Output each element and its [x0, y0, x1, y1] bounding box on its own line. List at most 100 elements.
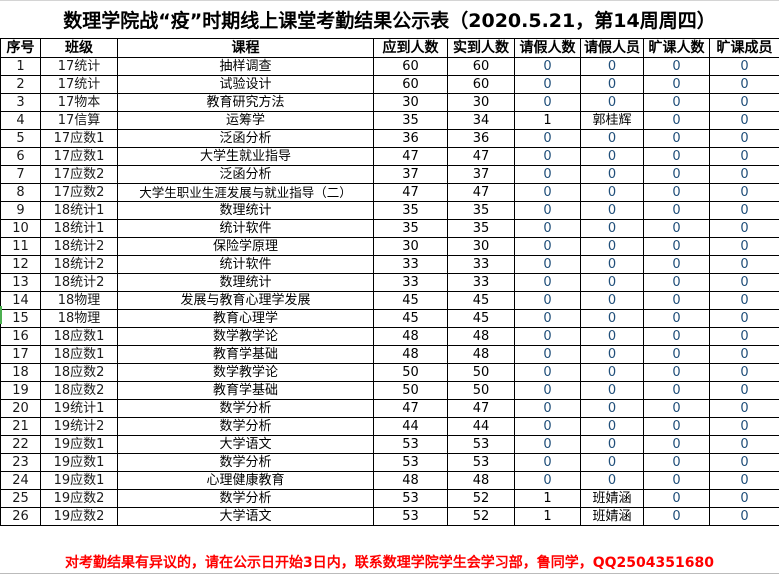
cell-absent-names[interactable]: 0: [710, 58, 779, 76]
cell-class[interactable]: 19应数1: [41, 472, 118, 490]
cell-absent-names[interactable]: 0: [710, 436, 779, 454]
cell-leave-count[interactable]: 0: [515, 472, 581, 490]
column-header-expected[interactable]: 应到人数: [374, 39, 448, 58]
cell-absent-names[interactable]: 0: [710, 148, 779, 166]
cell-course[interactable]: 抽样调查: [118, 58, 374, 76]
cell-present[interactable]: 60: [448, 58, 515, 76]
cell-leave-count[interactable]: 0: [515, 346, 581, 364]
cell-course[interactable]: 数学分析: [118, 490, 374, 508]
cell-absent-count[interactable]: 0: [644, 220, 710, 238]
cell-seq[interactable]: 2: [1, 76, 41, 94]
cell-present[interactable]: 44: [448, 418, 515, 436]
cell-leave-names[interactable]: 班婧涵: [581, 490, 644, 508]
cell-course[interactable]: 教育研究方法: [118, 94, 374, 112]
cell-expected[interactable]: 37: [374, 166, 448, 184]
cell-class[interactable]: 19应数2: [41, 490, 118, 508]
cell-seq[interactable]: 20: [1, 400, 41, 418]
cell-leave-names[interactable]: 0: [581, 94, 644, 112]
cell-present[interactable]: 48: [448, 346, 515, 364]
cell-absent-names[interactable]: 0: [710, 400, 779, 418]
cell-absent-names[interactable]: 0: [710, 472, 779, 490]
cell-course[interactable]: 数学教学论: [118, 364, 374, 382]
cell-class[interactable]: 18应数2: [41, 364, 118, 382]
cell-course[interactable]: 心理健康教育: [118, 472, 374, 490]
cell-present[interactable]: 50: [448, 364, 515, 382]
cell-seq[interactable]: 1: [1, 58, 41, 76]
cell-leave-names[interactable]: 0: [581, 130, 644, 148]
cell-absent-names[interactable]: 0: [710, 274, 779, 292]
cell-leave-names[interactable]: 0: [581, 436, 644, 454]
cell-present[interactable]: 47: [448, 148, 515, 166]
cell-class[interactable]: 18统计1: [41, 220, 118, 238]
cell-expected[interactable]: 48: [374, 328, 448, 346]
cell-course[interactable]: 试验设计: [118, 76, 374, 94]
cell-expected[interactable]: 53: [374, 508, 448, 526]
cell-class[interactable]: 18统计2: [41, 256, 118, 274]
cell-seq[interactable]: 22: [1, 436, 41, 454]
cell-absent-count[interactable]: 0: [644, 508, 710, 526]
cell-expected[interactable]: 30: [374, 238, 448, 256]
cell-class[interactable]: 17应数2: [41, 166, 118, 184]
cell-absent-count[interactable]: 0: [644, 184, 710, 202]
cell-seq[interactable]: 17: [1, 346, 41, 364]
cell-absent-count[interactable]: 0: [644, 490, 710, 508]
cell-expected[interactable]: 47: [374, 184, 448, 202]
cell-class[interactable]: 18统计1: [41, 202, 118, 220]
cell-leave-names[interactable]: 0: [581, 472, 644, 490]
cell-seq[interactable]: 16: [1, 328, 41, 346]
cell-leave-count[interactable]: 0: [515, 364, 581, 382]
cell-class[interactable]: 19统计1: [41, 400, 118, 418]
cell-absent-count[interactable]: 0: [644, 94, 710, 112]
cell-expected[interactable]: 60: [374, 76, 448, 94]
cell-leave-names[interactable]: 0: [581, 346, 644, 364]
cell-present[interactable]: 35: [448, 202, 515, 220]
cell-course[interactable]: 数学分析: [118, 418, 374, 436]
cell-absent-count[interactable]: 0: [644, 130, 710, 148]
cell-class[interactable]: 17应数2: [41, 184, 118, 202]
cell-class[interactable]: 18统计2: [41, 274, 118, 292]
cell-absent-count[interactable]: 0: [644, 328, 710, 346]
cell-seq[interactable]: 6: [1, 148, 41, 166]
cell-leave-names[interactable]: 0: [581, 166, 644, 184]
cell-leave-names[interactable]: 0: [581, 400, 644, 418]
cell-present[interactable]: 53: [448, 436, 515, 454]
cell-absent-names[interactable]: 0: [710, 76, 779, 94]
cell-course[interactable]: 大学生职业生涯发展与就业指导（二）: [118, 184, 374, 202]
cell-expected[interactable]: 44: [374, 418, 448, 436]
cell-course[interactable]: 大学生就业指导: [118, 148, 374, 166]
cell-course[interactable]: 大学语文: [118, 436, 374, 454]
cell-expected[interactable]: 35: [374, 202, 448, 220]
cell-present[interactable]: 48: [448, 472, 515, 490]
cell-seq[interactable]: 24: [1, 472, 41, 490]
cell-leave-names[interactable]: 0: [581, 310, 644, 328]
column-header-course[interactable]: 课程: [118, 39, 374, 58]
cell-class[interactable]: 17应数1: [41, 130, 118, 148]
cell-expected[interactable]: 33: [374, 256, 448, 274]
cell-course[interactable]: 统计软件: [118, 256, 374, 274]
cell-absent-count[interactable]: 0: [644, 76, 710, 94]
cell-leave-names[interactable]: 0: [581, 256, 644, 274]
cell-expected[interactable]: 30: [374, 94, 448, 112]
cell-seq[interactable]: 8: [1, 184, 41, 202]
cell-leave-names[interactable]: 0: [581, 202, 644, 220]
cell-absent-count[interactable]: 0: [644, 274, 710, 292]
cell-course[interactable]: 教育学基础: [118, 382, 374, 400]
cell-leave-count[interactable]: 0: [515, 436, 581, 454]
cell-course[interactable]: 数理统计: [118, 202, 374, 220]
cell-class[interactable]: 17统计: [41, 76, 118, 94]
cell-course[interactable]: 大学语文: [118, 508, 374, 526]
cell-absent-count[interactable]: 0: [644, 112, 710, 130]
column-header-absent-names[interactable]: 旷课成员: [710, 39, 779, 58]
cell-course[interactable]: 教育学基础: [118, 346, 374, 364]
cell-absent-names[interactable]: 0: [710, 418, 779, 436]
cell-leave-names[interactable]: 郭桂辉: [581, 112, 644, 130]
cell-leave-names[interactable]: 0: [581, 58, 644, 76]
cell-present[interactable]: 37: [448, 166, 515, 184]
cell-leave-count[interactable]: 1: [515, 112, 581, 130]
cell-absent-count[interactable]: 0: [644, 310, 710, 328]
cell-leave-count[interactable]: 0: [515, 418, 581, 436]
cell-leave-count[interactable]: 0: [515, 130, 581, 148]
cell-class[interactable]: 18物理: [41, 292, 118, 310]
column-header-seq[interactable]: 序号: [1, 39, 41, 58]
cell-leave-count[interactable]: 0: [515, 256, 581, 274]
